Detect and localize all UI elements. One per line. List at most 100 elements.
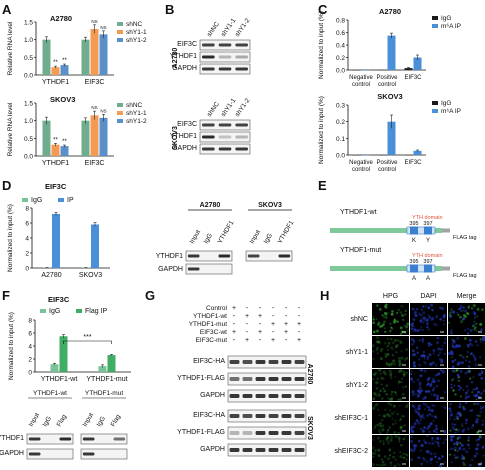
cell-dot [438, 357, 442, 361]
x-tick-label: EIF3C [85, 160, 105, 167]
cell-dot [435, 427, 439, 431]
cell-dot [411, 389, 415, 393]
cell-dot [405, 458, 408, 461]
condition-mark: - [246, 329, 249, 336]
y-tick-label: 0.2 [336, 119, 345, 126]
cell-dot [476, 307, 480, 311]
cell-dot [452, 448, 455, 450]
blot-g-band [229, 448, 240, 452]
cell-dot [451, 426, 455, 430]
cell-dot [462, 428, 466, 432]
legend-label: shNC [126, 21, 143, 28]
legend-label: IgG [49, 308, 60, 315]
cell-dot [472, 388, 475, 391]
cell-dot [400, 356, 404, 360]
cell-dot [412, 393, 415, 396]
cell-dot [413, 363, 416, 367]
blot-g-band [255, 360, 266, 364]
cell-dot [398, 359, 402, 363]
cell-dot [462, 306, 466, 309]
chart-title: EIF3C [48, 295, 70, 304]
cell-dot [439, 369, 443, 372]
panel-letter-f: F [2, 288, 10, 303]
cell-dot [454, 449, 457, 452]
lane-label: shY1-2 [234, 17, 252, 38]
site-397 [424, 264, 432, 273]
cell-dot [375, 329, 379, 333]
cell-dot [386, 430, 389, 433]
condition-mark: - [233, 313, 236, 320]
cell-dot [383, 327, 386, 330]
condition-mark: + [258, 329, 262, 336]
cell-dot [375, 318, 378, 321]
legend-label: m⁶A IP [441, 23, 461, 30]
cell-dot [396, 320, 399, 323]
cell-dot [383, 414, 387, 418]
cell-dot [412, 449, 416, 453]
cell-dot [462, 461, 465, 464]
cell-dot [394, 422, 397, 425]
blot-d-band [247, 254, 260, 258]
cell-dot [467, 305, 470, 308]
blot-f-frame [26, 433, 74, 445]
cell-dot [397, 380, 401, 384]
flag-tag-label: FLAG tag [453, 273, 477, 279]
bar-shNC-YTHDF1 [42, 120, 51, 156]
cell-dot [427, 406, 431, 409]
blot-b-band [202, 135, 215, 139]
cell-dot [450, 332, 453, 335]
cell-dot [398, 463, 401, 467]
cell-dot [410, 429, 413, 432]
cell-dot [380, 422, 383, 425]
y-axis-label: Normalized to input (%) [318, 96, 325, 164]
y-tick-label: 1.0 [24, 118, 33, 125]
bar-IP-SKOV3 [91, 224, 99, 268]
cell-dot [373, 374, 376, 377]
cell-dot [383, 389, 386, 393]
cell-dot [378, 307, 382, 311]
blot-g-band [281, 448, 292, 452]
cell-dot [390, 397, 394, 401]
cell-dot [431, 414, 434, 418]
construct-name: YTHDF1-mut [340, 247, 381, 254]
cell-dot [450, 461, 453, 464]
cell-dot [449, 314, 452, 317]
panel-letter-h: H [320, 288, 330, 303]
cell-dot [412, 322, 415, 325]
y-tick-label: 0 [28, 370, 32, 377]
cell-dot [473, 320, 476, 323]
condition-mark: - [298, 313, 301, 320]
cell-dot [449, 453, 452, 456]
cell-dot [450, 383, 453, 386]
site-395 [410, 226, 418, 235]
cell-dot [378, 341, 381, 344]
cell-dot [452, 389, 455, 392]
cell-dot [376, 423, 379, 427]
blot-row-label: GAPDH [158, 266, 183, 273]
cell-dot [477, 414, 481, 418]
cell-dot [393, 362, 397, 366]
blot-row-label: EIF3C [177, 41, 197, 48]
blot-g-band [281, 414, 292, 418]
cell-dot [376, 346, 379, 350]
blot-g-band [281, 360, 292, 364]
cell-dot [412, 380, 415, 384]
cell-dot [420, 325, 423, 329]
cell-dot [420, 443, 424, 448]
cell-dot [384, 330, 387, 333]
legend-swatch [58, 198, 64, 202]
cell-dot [451, 422, 455, 426]
cell-dot [429, 452, 433, 456]
blot-g-band [242, 448, 253, 452]
cell-dot [410, 373, 413, 375]
blot-row-label: EIF3C [177, 121, 197, 128]
cell-dot [430, 393, 433, 396]
cell-dot [402, 373, 406, 376]
bar-Flag IP-YTHDF1-mut [107, 355, 116, 372]
cell-dot [386, 344, 390, 348]
cell-dot [420, 354, 423, 358]
cell-dot [437, 445, 440, 448]
cell-dot [443, 323, 446, 326]
cell-dot [422, 311, 426, 315]
